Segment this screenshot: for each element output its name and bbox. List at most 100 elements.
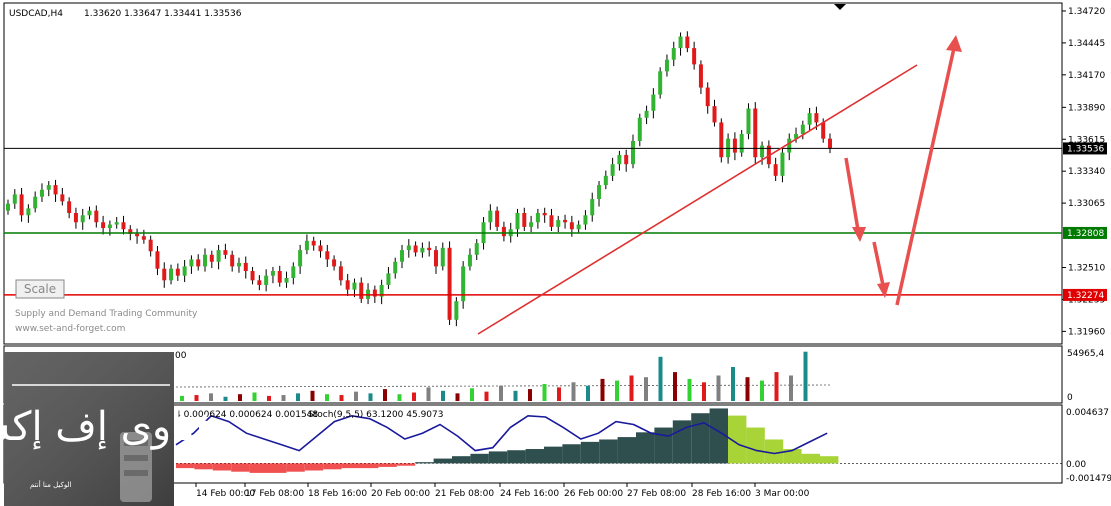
oscillator-bar — [212, 463, 232, 471]
volume-bar — [615, 380, 619, 401]
price-tick-label: 1.33615 — [1068, 135, 1105, 145]
stochastic-line — [175, 414, 828, 455]
candle-body — [474, 243, 479, 255]
oscillator-axis-zero: 0.00 — [1066, 460, 1086, 470]
candle-body — [828, 138, 832, 148]
oscillator-bar — [194, 463, 213, 470]
volume-axis-zero: 0 — [1067, 393, 1073, 403]
level-price-label: 1.32274 — [1067, 291, 1104, 301]
time-tick-label: 21 Feb 08:00 — [435, 489, 494, 499]
candle-body — [637, 117, 642, 141]
candle-body — [400, 250, 405, 262]
candle-body — [569, 222, 574, 230]
candle-body — [467, 254, 472, 267]
oscillator-bar — [764, 439, 784, 464]
oscillator-bar — [507, 450, 526, 464]
candle-body — [760, 145, 765, 158]
candle-body — [746, 108, 751, 135]
candle-body — [501, 226, 506, 237]
candle-body — [270, 271, 275, 276]
trendline[interactable] — [477, 64, 918, 335]
time-tick-label: 26 Feb 00:00 — [564, 489, 623, 499]
candle-body — [420, 247, 425, 253]
oscillator-bar — [360, 463, 379, 469]
oscillator-bar — [728, 415, 747, 464]
candle-body — [311, 240, 316, 246]
candle-body — [53, 185, 58, 195]
candle-body — [800, 124, 805, 135]
volume-bar — [600, 378, 605, 401]
candle-body — [454, 301, 459, 320]
volume-bar — [310, 390, 315, 401]
oscillator-axis-min: -0.001479 — [1066, 474, 1111, 484]
time-tick-label: 28 Feb 16:00 — [692, 489, 751, 499]
oscillator-bar — [562, 444, 581, 464]
candle-body — [542, 212, 547, 216]
volume-bar — [281, 395, 286, 401]
candle-body — [114, 222, 119, 225]
time-tick-label: 17 Feb 08:00 — [245, 489, 304, 499]
candle-body — [298, 250, 303, 267]
oscillator-bar — [249, 463, 268, 473]
candle-body — [433, 250, 438, 267]
oscillator-bar — [470, 453, 489, 464]
candle-body — [630, 140, 635, 165]
volume-bar — [702, 382, 706, 401]
candle-body — [386, 273, 391, 285]
scale-button[interactable] — [15, 279, 65, 299]
level-price-tag — [1063, 142, 1107, 155]
candle-body — [406, 245, 411, 251]
candle-body — [223, 250, 228, 255]
candle-body — [128, 229, 133, 234]
candle-body — [155, 251, 160, 269]
volume-bar — [687, 378, 692, 401]
oscillator-bar — [709, 408, 728, 464]
shift-marker-icon[interactable] — [834, 4, 846, 10]
oscillator-bar — [636, 432, 655, 464]
oscillator-bar — [176, 463, 195, 469]
stochastic-values: Stoch(9,5,5) 63.1200 45.9073 — [308, 410, 443, 420]
oscillator-bar — [396, 463, 416, 466]
candle-body — [182, 266, 187, 276]
volume-bar — [238, 394, 242, 401]
volume-bar — [180, 395, 184, 401]
oscillator-bar — [341, 463, 360, 469]
candle-body — [277, 271, 282, 283]
logo-subtext: الوكيل منا أنتم — [30, 480, 72, 489]
candle-body — [332, 259, 337, 267]
price-axis: 1.34720 1.34445 1.34170 1.33890 1.33615 1.333… — [1062, 7, 1105, 337]
candle-body — [393, 261, 398, 274]
volume-bar — [209, 393, 213, 401]
candle-body — [359, 282, 364, 299]
oscillator-bar — [268, 463, 287, 473]
candle-body — [26, 208, 31, 216]
candle-body — [597, 185, 602, 200]
volume-bar — [339, 395, 344, 401]
candle-body — [80, 215, 85, 223]
candle-body — [216, 250, 221, 262]
candle-body — [325, 251, 330, 260]
oscillator-bar — [433, 458, 452, 464]
candle-body — [372, 289, 377, 297]
time-tick-label: 24 Feb 16:00 — [500, 489, 559, 499]
oscillator-bar — [304, 463, 324, 471]
candle-body — [440, 247, 445, 267]
time-tick-label: 20 Feb 00:00 — [371, 489, 430, 499]
volume-bar — [513, 390, 518, 401]
drawings-layer — [477, 4, 962, 335]
candle-body — [535, 212, 540, 223]
level-price-tag — [1063, 226, 1107, 239]
fanavi-fx-logo: فناوی إف إكس الوكيل منا أنتم — [0, 352, 215, 506]
oscillator-axis-max: 0.004637 — [1066, 408, 1109, 418]
volume-bar — [325, 394, 329, 401]
volume-panel-frame — [3, 345, 1063, 404]
candle-body — [345, 280, 350, 290]
candle-body — [773, 164, 778, 176]
candle-body — [753, 108, 758, 158]
volume-bar — [455, 393, 460, 401]
candle-body — [162, 268, 167, 281]
oscillator-bar — [691, 413, 710, 464]
candle-body — [413, 245, 418, 253]
price-tick-label: 1.32510 — [1068, 264, 1105, 274]
